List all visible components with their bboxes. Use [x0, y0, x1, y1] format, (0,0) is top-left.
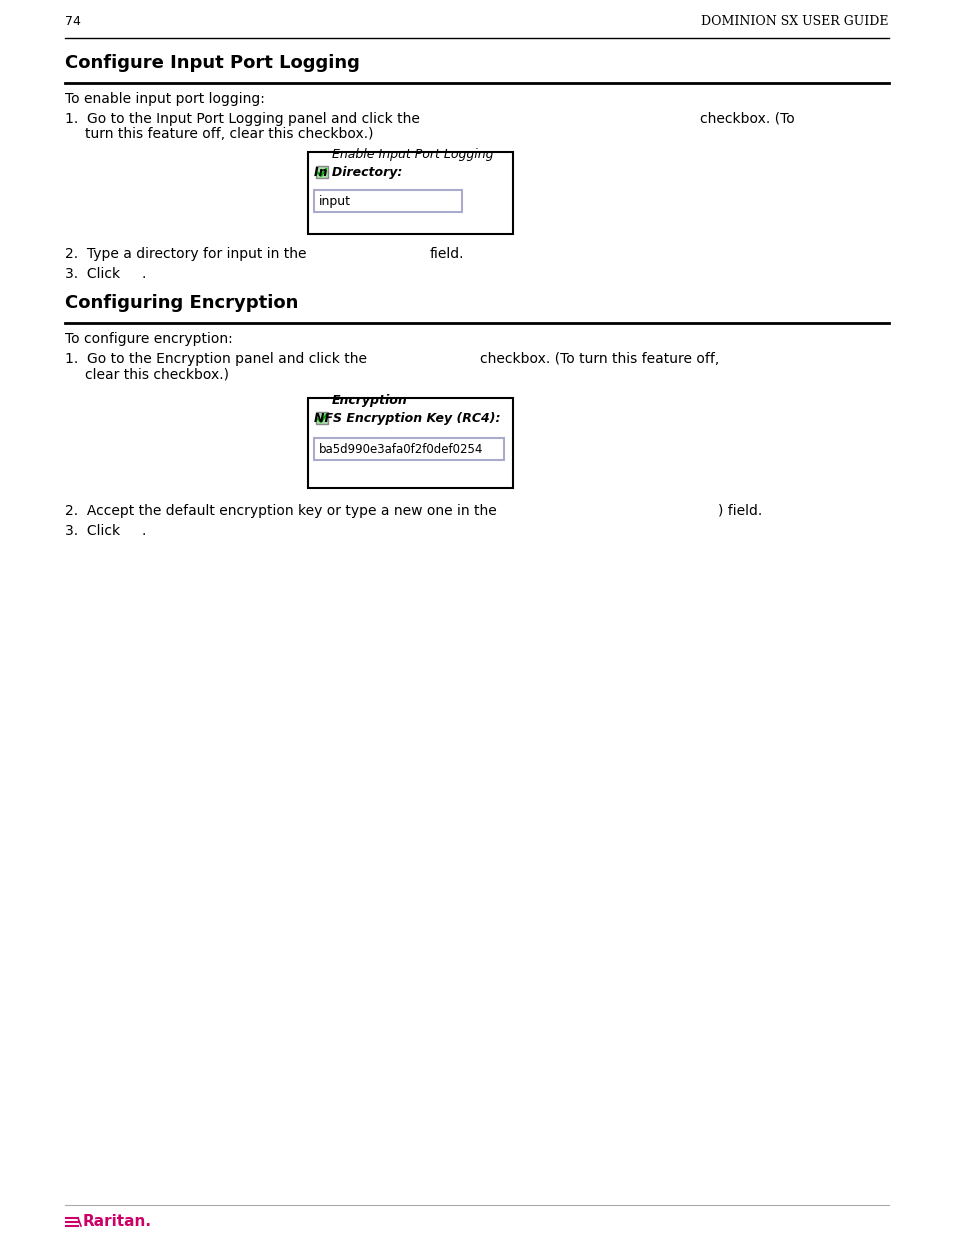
Text: Configuring Encryption: Configuring Encryption — [65, 294, 298, 312]
Text: turn this feature off, clear this checkbox.): turn this feature off, clear this checkb… — [85, 127, 374, 141]
Text: field.: field. — [430, 247, 464, 261]
Text: clear this checkbox.): clear this checkbox.) — [85, 367, 229, 382]
Text: To configure encryption:: To configure encryption: — [65, 332, 233, 346]
Text: ba5d990e3afa0f2f0def0254: ba5d990e3afa0f2f0def0254 — [318, 443, 483, 456]
FancyBboxPatch shape — [315, 165, 328, 178]
Text: 3.  Click     .: 3. Click . — [65, 267, 146, 282]
Text: 1.  Go to the Encryption panel and click the: 1. Go to the Encryption panel and click … — [65, 352, 367, 366]
Text: In Directory:: In Directory: — [314, 165, 402, 179]
Text: NFS Encryption Key (RC4):: NFS Encryption Key (RC4): — [314, 412, 500, 425]
Text: 2.  Accept the default encryption key or type a new one in the: 2. Accept the default encryption key or … — [65, 504, 497, 517]
Text: 74: 74 — [65, 15, 81, 28]
Text: checkbox. (To: checkbox. (To — [700, 112, 794, 126]
Text: ) field.: ) field. — [718, 504, 761, 517]
Text: To enable input port logging:: To enable input port logging: — [65, 91, 265, 106]
Text: Configure Input Port Logging: Configure Input Port Logging — [65, 54, 359, 72]
FancyBboxPatch shape — [308, 398, 513, 488]
Text: 2.  Type a directory for input in the: 2. Type a directory for input in the — [65, 247, 306, 261]
FancyBboxPatch shape — [315, 412, 328, 424]
FancyBboxPatch shape — [314, 438, 503, 459]
Text: 3.  Click     .: 3. Click . — [65, 524, 146, 538]
Text: Encryption: Encryption — [332, 394, 407, 408]
FancyBboxPatch shape — [314, 190, 461, 212]
Text: DOMINION SX USER GUIDE: DOMINION SX USER GUIDE — [700, 15, 888, 28]
Text: input: input — [318, 195, 351, 207]
Text: 1.  Go to the Input Port Logging panel and click the: 1. Go to the Input Port Logging panel an… — [65, 112, 419, 126]
Text: Raritan.: Raritan. — [83, 1214, 152, 1230]
FancyBboxPatch shape — [308, 152, 513, 233]
Text: checkbox. (To turn this feature off,: checkbox. (To turn this feature off, — [479, 352, 719, 366]
Text: Enable Input Port Logging: Enable Input Port Logging — [332, 148, 493, 161]
